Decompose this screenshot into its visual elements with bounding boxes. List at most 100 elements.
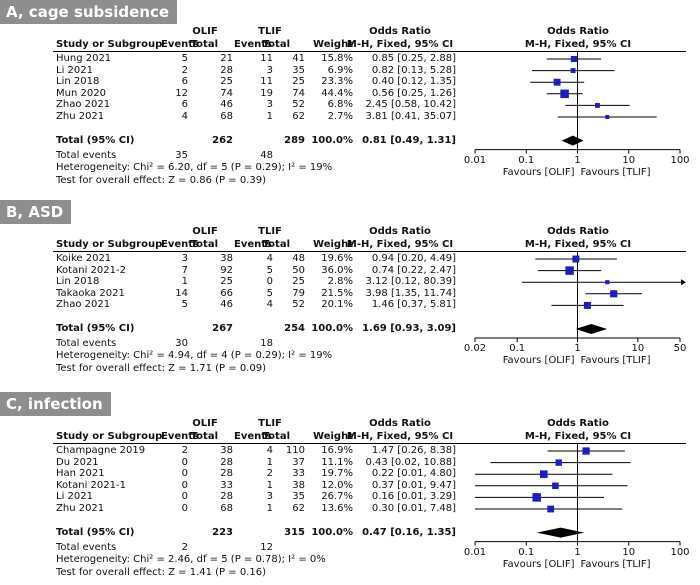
heterogeneity: Heterogeneity: Chi² = 6.20, df = 5 (P = …: [56, 161, 333, 173]
forest-panel: B, ASD OLIF TLIF Odds Ratio Odds Ratio Study …: [0, 200, 700, 392]
study-ci: 0.85 [0.25, 2.88]: [371, 53, 456, 64]
total-events-label: Total events: [56, 541, 117, 553]
study-ci: 1.46 [0.37, 5.81]: [371, 299, 456, 311]
favours-olif-label: Favours [OLIF]: [502, 355, 575, 366]
x-tick-label: 0.1: [518, 546, 535, 558]
study-point: [555, 459, 562, 466]
forest-panel: C, infection OLIF TLIF Odds Ratio Odds Ratio…: [0, 392, 700, 585]
total-olif: 68: [220, 503, 233, 514]
events-olif: 5: [181, 299, 188, 311]
study-ci: 0.37 [0.01, 9.47]: [371, 479, 456, 491]
total-tlif: 315: [284, 526, 305, 538]
total-ci-label: Total (95% CI): [56, 526, 135, 538]
study-name: Koike 2021: [56, 253, 112, 264]
total-ci-label: Total (95% CI): [56, 134, 135, 146]
total-tlif: 37: [292, 456, 305, 468]
study-point: [570, 55, 577, 63]
total-olif: 267: [212, 323, 233, 334]
study-name: Mun 2020: [56, 87, 106, 99]
study-weight: 13.6%: [321, 503, 353, 514]
study-name: Kotani 2021-2: [56, 264, 126, 276]
x-tick-label: 10: [622, 546, 636, 558]
total-header-2: Total: [262, 431, 290, 442]
favours-tlif-label: Favours [TLIF]: [580, 355, 651, 366]
study-weight: 15.8%: [321, 53, 353, 64]
study-point: [532, 493, 541, 502]
panel-title: C, infection: [0, 392, 111, 416]
total-tlif: 74: [292, 87, 305, 99]
or-header-right: Odds Ratio: [547, 418, 609, 429]
study-point: [547, 505, 555, 513]
favours-olif-label: Favours [OLIF]: [502, 558, 575, 570]
events-olif: 6: [181, 99, 188, 111]
x-tick-label: 1: [574, 343, 581, 354]
ci-overflow-arrow: [681, 279, 686, 286]
events-header-1: Events: [161, 39, 199, 50]
study-name: Kotani 2021-1: [56, 479, 126, 491]
total-ci-label: Total (95% CI): [56, 323, 135, 334]
total-header-1: Total: [190, 239, 218, 250]
x-tick-label: 10: [631, 343, 645, 354]
total-ci: 0.81 [0.49, 1.31]: [362, 134, 456, 146]
total-events-olif: 2: [181, 541, 188, 553]
or-header-right: Odds Ratio: [547, 26, 609, 37]
events-header-1: Events: [161, 239, 199, 250]
events-header-2: Events: [234, 431, 272, 442]
total-olif: 66: [220, 287, 233, 299]
events-tlif: 4: [266, 299, 273, 311]
events-tlif: 11: [260, 53, 273, 64]
total-events-tlif: 12: [260, 541, 273, 553]
favours-tlif-label: Favours [TLIF]: [580, 166, 651, 178]
overall-effect: Test for overall effect: Z = 1.71 (P = 0…: [56, 363, 266, 374]
pooled-diamond: [575, 324, 608, 334]
total-olif: 28: [220, 468, 233, 480]
events-tlif: 1: [266, 479, 273, 491]
study-name: Takaoka 2021: [56, 287, 125, 299]
study-ci: 1.47 [0.26, 8.38]: [371, 445, 456, 456]
study-point: [605, 115, 610, 119]
forest-plot-svg: [474, 52, 681, 154]
olif-header: OLIF: [192, 418, 218, 429]
method-header-right: M-H, Fixed, 95% CI: [524, 39, 632, 50]
study-point: [552, 482, 559, 490]
pooled-diamond: [536, 527, 585, 538]
total-tlif: 62: [292, 503, 305, 514]
study-ci: 0.94 [0.20, 4.49]: [371, 253, 456, 264]
events-tlif: 1: [266, 111, 273, 122]
study-point: [610, 290, 618, 298]
favours-tlif-label: Favours [TLIF]: [580, 558, 651, 570]
total-tlif: 33: [292, 468, 305, 480]
events-olif: 14: [175, 287, 188, 299]
method-header-right: M-H, Fixed, 95% CI: [524, 431, 632, 442]
study-weight: 6.9%: [327, 64, 353, 76]
tlif-header: TLIF: [258, 226, 282, 237]
x-tick-label: 100: [670, 546, 690, 558]
study-weight: 19.6%: [321, 253, 353, 264]
study-weight: 20.1%: [321, 299, 353, 311]
study-weight: 2.8%: [327, 276, 353, 288]
total-tlif: 254: [284, 323, 305, 334]
study-name: Li 2021: [56, 491, 93, 503]
total-weight: 100.0%: [311, 526, 353, 538]
x-tick-label: 0.1: [509, 343, 526, 354]
total-olif: 38: [220, 445, 233, 456]
events-olif: 2: [181, 64, 188, 76]
study-weight: 19.7%: [321, 468, 353, 480]
header-rule: [53, 251, 686, 252]
header-rule: [53, 443, 686, 444]
total-weight: 100.0%: [311, 323, 353, 334]
study-point: [560, 89, 569, 99]
study-weight: 36.0%: [321, 264, 353, 276]
events-olif: 2: [181, 445, 188, 456]
method-header-left: M-H, Fixed, 95% CI: [346, 239, 454, 250]
study-name: Zhao 2021: [56, 99, 111, 111]
total-events-tlif: 48: [260, 149, 273, 161]
total-olif: 25: [220, 276, 233, 288]
events-tlif: 5: [266, 287, 273, 299]
study-header: Study or Subgroup: [56, 39, 163, 50]
x-tick-label: 0.01: [463, 546, 487, 558]
total-weight: 100.0%: [311, 134, 353, 146]
study-weight: 16.9%: [321, 445, 353, 456]
method-header-left: M-H, Fixed, 95% CI: [346, 39, 454, 50]
total-tlif: 41: [292, 53, 305, 64]
